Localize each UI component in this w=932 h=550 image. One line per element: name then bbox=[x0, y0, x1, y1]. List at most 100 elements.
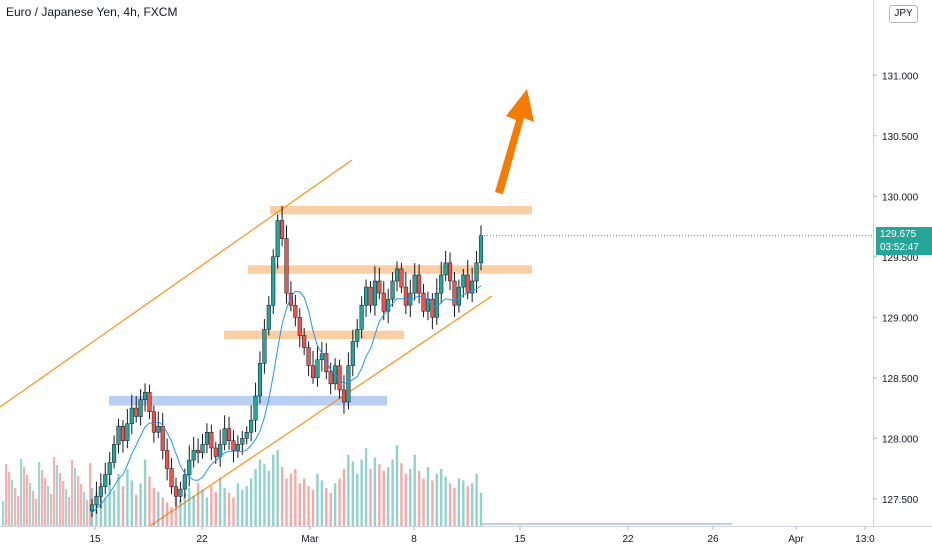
candle bbox=[142, 383, 148, 412]
candle bbox=[231, 430, 236, 463]
volume-bar bbox=[38, 462, 41, 526]
candle-body bbox=[89, 504, 95, 512]
candle-body bbox=[452, 280, 457, 306]
candle-body bbox=[377, 280, 382, 294]
candle bbox=[390, 272, 395, 307]
candle bbox=[328, 362, 333, 395]
volume-bar bbox=[196, 483, 200, 526]
candle-body bbox=[222, 428, 227, 445]
candle-body bbox=[315, 359, 320, 379]
candle bbox=[226, 416, 232, 450]
candle-body bbox=[280, 220, 285, 239]
volume-bar bbox=[325, 488, 328, 526]
candle bbox=[456, 279, 461, 313]
volume-bar bbox=[210, 486, 213, 526]
volume-bar bbox=[161, 497, 164, 526]
volume-bar bbox=[26, 475, 29, 526]
candle bbox=[107, 452, 112, 486]
volume-bar bbox=[400, 463, 403, 526]
time-tick-label: 15 bbox=[89, 534, 101, 545]
volume-bar bbox=[112, 489, 116, 526]
volume-bar bbox=[89, 463, 92, 526]
time-tick-label: 13:0 bbox=[855, 534, 875, 545]
volume-bar bbox=[289, 473, 293, 526]
volume-bar bbox=[170, 507, 173, 526]
candle-body bbox=[142, 392, 148, 400]
volume-bar bbox=[201, 489, 204, 526]
candle bbox=[302, 327, 307, 356]
candle-body bbox=[147, 392, 152, 412]
volume-bar bbox=[258, 459, 262, 526]
candle-body bbox=[350, 341, 355, 366]
volume-bar bbox=[448, 483, 452, 526]
time-tick-label: 15 bbox=[514, 534, 526, 545]
candle bbox=[173, 477, 179, 507]
volume-bar bbox=[44, 478, 47, 526]
candle-body bbox=[478, 235, 484, 264]
candle bbox=[350, 329, 355, 377]
candle-body bbox=[196, 450, 201, 454]
candle-body bbox=[262, 329, 267, 364]
candle bbox=[359, 296, 364, 339]
volume-bar bbox=[65, 489, 68, 526]
candle-body bbox=[288, 292, 293, 306]
price-tick-label: 129.500 bbox=[882, 253, 919, 264]
volume-bar bbox=[152, 488, 156, 526]
volume-bar bbox=[223, 488, 226, 526]
volume-bar bbox=[373, 457, 377, 526]
candle-body bbox=[412, 274, 417, 294]
candle-body bbox=[346, 365, 351, 403]
candle-body bbox=[266, 304, 271, 330]
volume-bar bbox=[422, 478, 425, 526]
volume-bar bbox=[285, 478, 288, 526]
volume-bar bbox=[431, 480, 434, 526]
candle-body bbox=[191, 450, 196, 461]
currency-button[interactable]: JPY bbox=[889, 5, 918, 23]
volume-bar bbox=[50, 494, 53, 526]
volume-bar bbox=[386, 467, 390, 526]
candle bbox=[412, 263, 417, 301]
volume-bar bbox=[294, 469, 297, 526]
candle bbox=[151, 405, 156, 443]
volume-bar bbox=[47, 486, 50, 526]
candle bbox=[465, 260, 470, 300]
volume-bar bbox=[174, 497, 178, 526]
volume-bar bbox=[80, 484, 83, 526]
candle bbox=[129, 394, 134, 435]
candle-body bbox=[306, 347, 311, 366]
candle-body bbox=[386, 298, 391, 312]
volume-bar bbox=[29, 483, 32, 526]
candle bbox=[452, 272, 457, 318]
candle bbox=[134, 396, 139, 423]
candle bbox=[310, 350, 316, 384]
candle-body bbox=[120, 425, 125, 441]
volume-bar bbox=[62, 481, 65, 526]
candle-body bbox=[249, 419, 254, 433]
volume-bar bbox=[369, 469, 372, 526]
candle bbox=[381, 281, 386, 321]
volume-bar bbox=[254, 469, 257, 526]
candle bbox=[257, 351, 263, 404]
candle bbox=[138, 389, 143, 426]
volume-bar bbox=[426, 467, 430, 526]
volume-bar bbox=[179, 499, 182, 526]
volume-bar bbox=[35, 499, 38, 526]
candle bbox=[421, 284, 426, 318]
candle bbox=[218, 429, 223, 467]
moving-average-line bbox=[91, 285, 482, 514]
candle bbox=[169, 458, 174, 495]
volume-bar bbox=[165, 502, 169, 526]
resistance-zone bbox=[270, 205, 532, 215]
last-price-label: 129.675 03:52:47 bbox=[876, 226, 932, 255]
candle-body bbox=[372, 280, 377, 306]
last-price-value: 129.675 bbox=[880, 228, 917, 240]
volume-bar bbox=[470, 483, 474, 526]
symbol-title[interactable]: Euro / Japanese Yen, 4h, FXCM bbox=[6, 5, 178, 19]
candle-body bbox=[165, 450, 170, 469]
volume-bar bbox=[351, 461, 355, 526]
candle bbox=[191, 437, 196, 468]
candle bbox=[200, 433, 205, 459]
candle bbox=[125, 409, 130, 449]
